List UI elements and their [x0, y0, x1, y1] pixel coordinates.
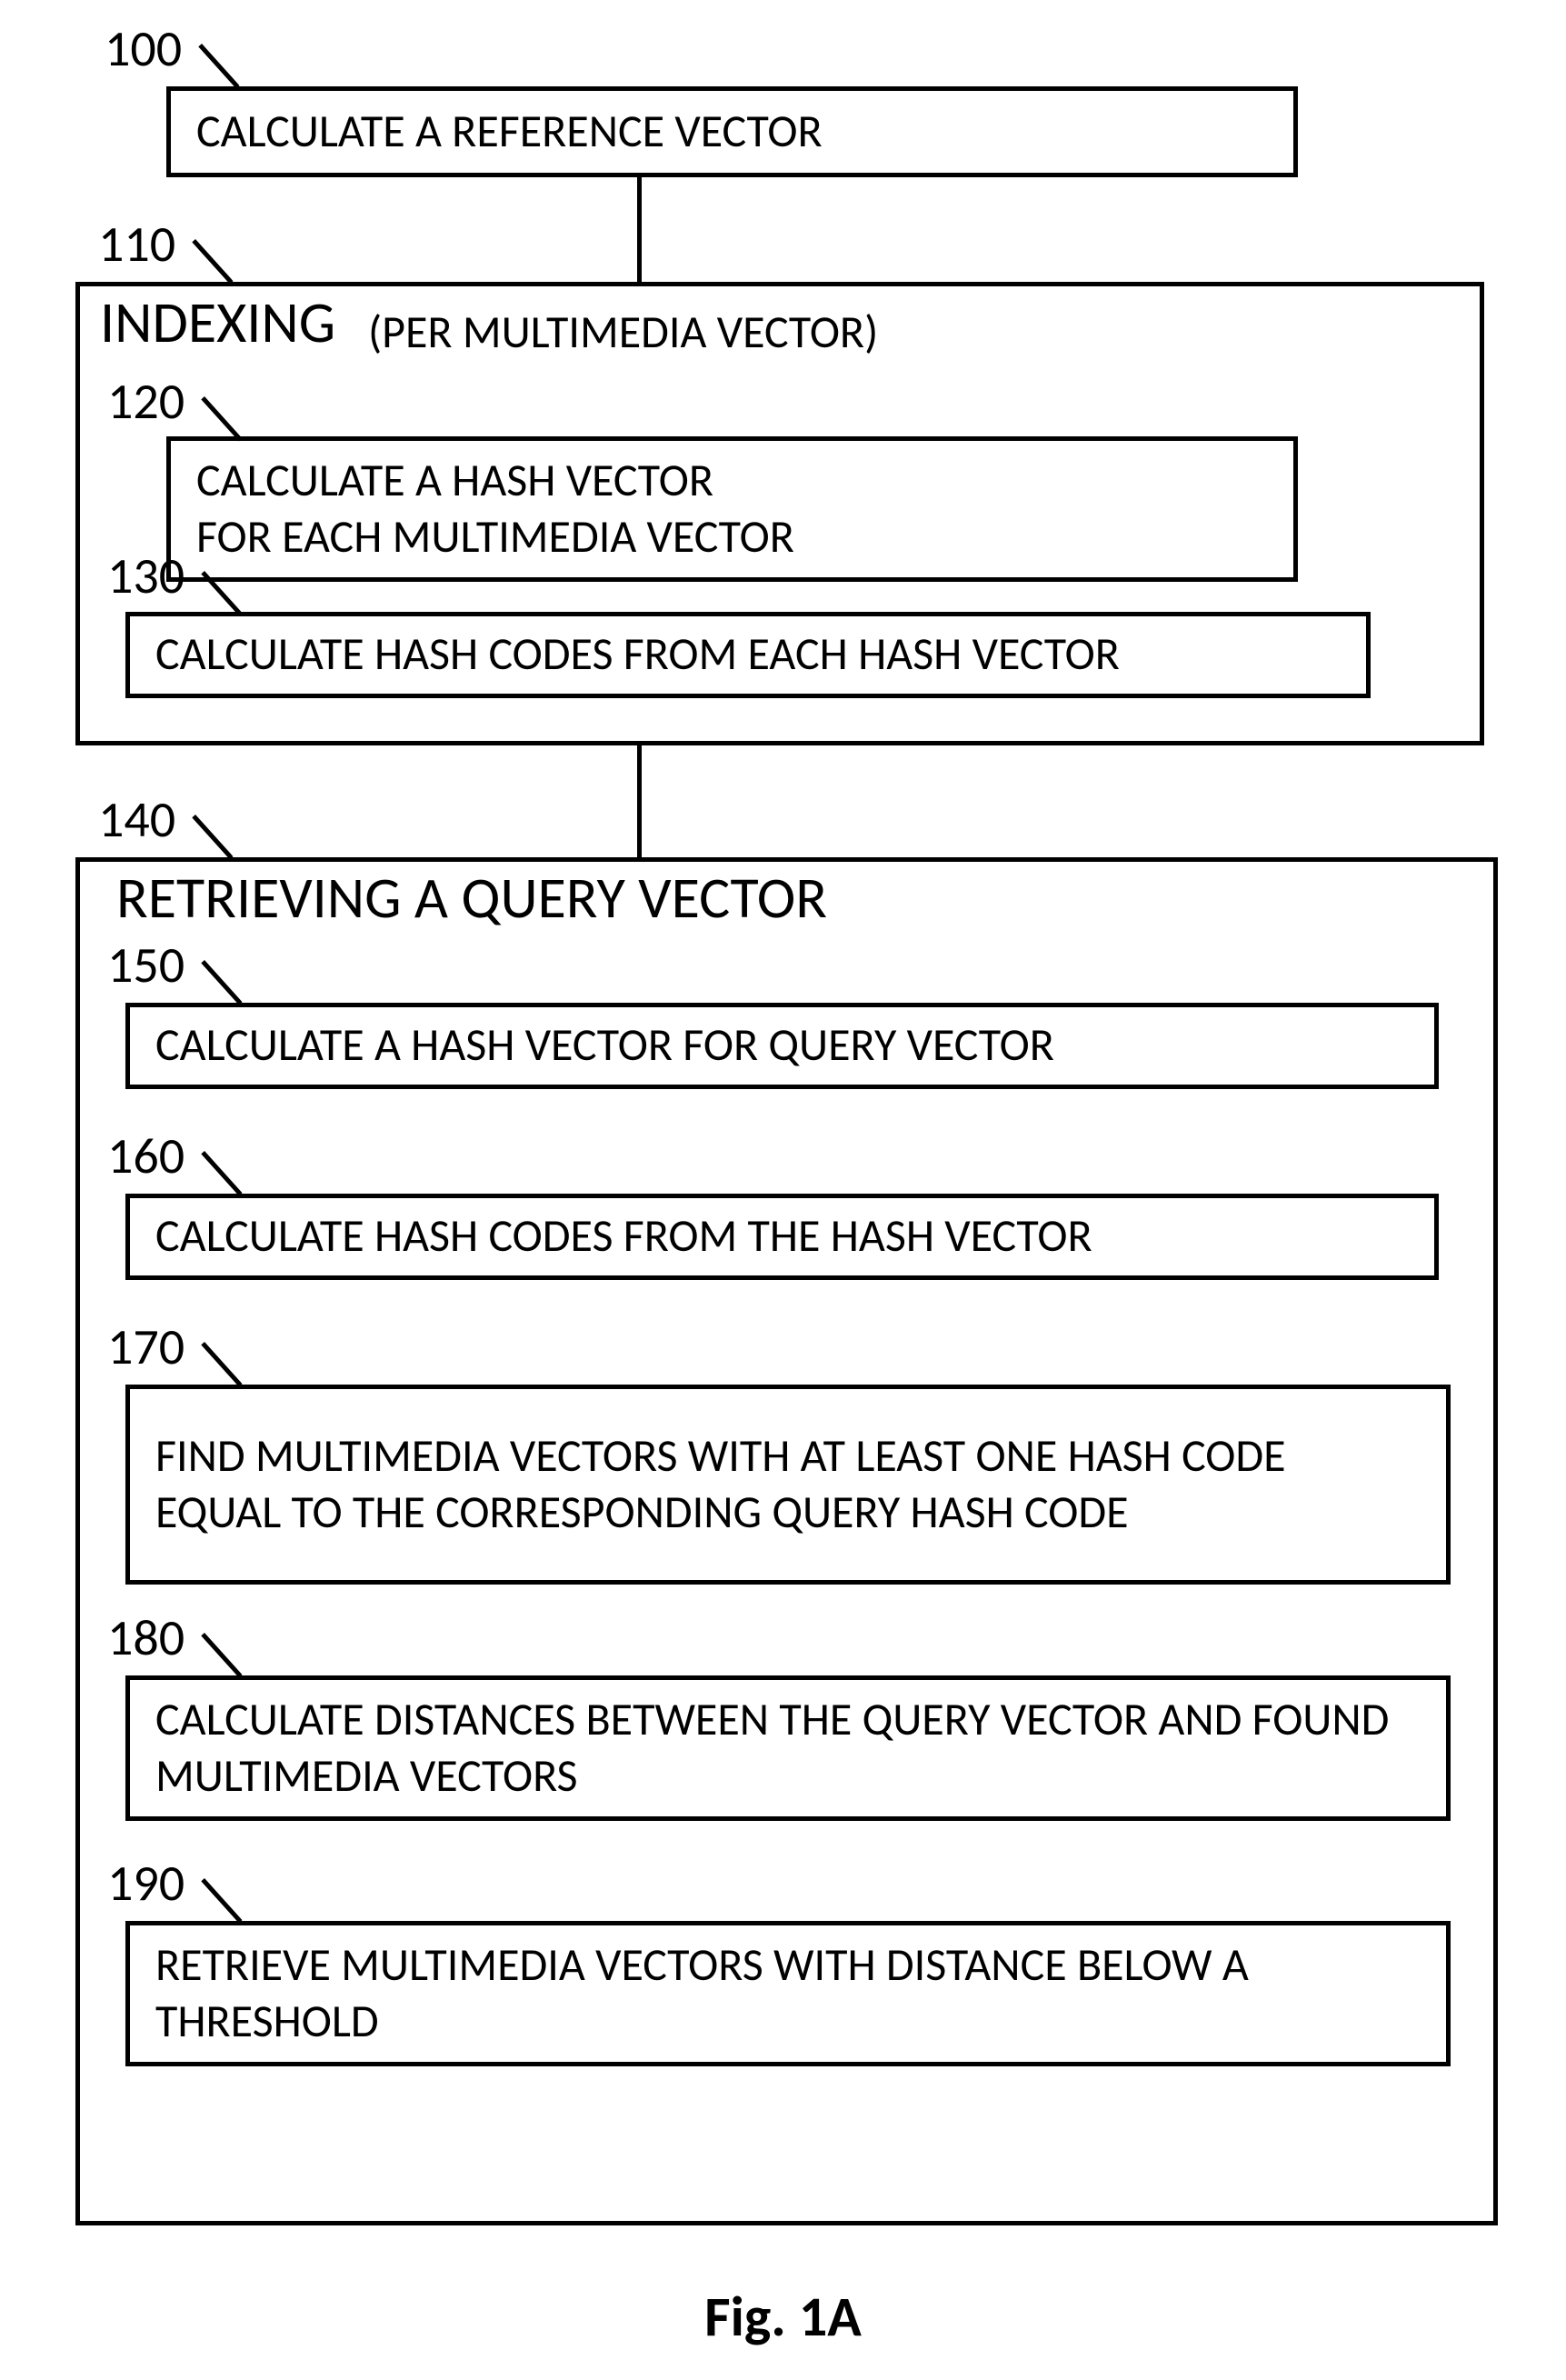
- ref-180: 180: [107, 1607, 185, 1669]
- step-170-text: FIND MULTIMEDIA VECTORS WITH AT LEAST ON…: [155, 1428, 1421, 1542]
- step-160: CALCULATE HASH CODES FROM THE HASH VECTO…: [125, 1194, 1439, 1280]
- group-indexing-title: INDEXING: [100, 293, 335, 354]
- step-100: CALCULATE A REFERENCE VECTOR: [166, 86, 1298, 177]
- step-130-text: CALCULATE HASH CODES FROM EACH HASH VECT…: [155, 626, 1120, 684]
- step-100-text: CALCULATE A REFERENCE VECTOR: [196, 104, 823, 161]
- step-120: CALCULATE A HASH VECTOR FOR EACH MULTIME…: [166, 436, 1298, 582]
- group-indexing-subtitle-text: (PER MULTIMEDIA VECTOR): [368, 305, 878, 360]
- group-indexing-subtitle: (PER MULTIMEDIA VECTOR): [368, 309, 878, 357]
- step-130: CALCULATE HASH CODES FROM EACH HASH VECT…: [125, 612, 1371, 698]
- step-160-text: CALCULATE HASH CODES FROM THE HASH VECTO…: [155, 1208, 1092, 1265]
- ref-120: 120: [107, 371, 185, 433]
- step-190-text: RETRIEVE MULTIMEDIA VECTORS WITH DISTANC…: [155, 1937, 1421, 2051]
- figure-caption: Fig. 1A: [0, 2282, 1566, 2351]
- step-180-text: CALCULATE DISTANCES BETWEEN THE QUERY VE…: [155, 1692, 1421, 1805]
- group-indexing-title-text: INDEXING: [100, 287, 335, 358]
- connector-100-110: [637, 177, 642, 282]
- step-150-text: CALCULATE A HASH VECTOR FOR QUERY VECTOR: [155, 1017, 1054, 1075]
- step-120-text: CALCULATE A HASH VECTOR FOR EACH MULTIME…: [196, 453, 794, 566]
- ref-170: 170: [107, 1316, 185, 1378]
- ref-130: 130: [107, 545, 185, 607]
- tick-100: [198, 44, 239, 88]
- ref-100: 100: [105, 18, 182, 80]
- ref-150: 150: [107, 935, 185, 996]
- step-180: CALCULATE DISTANCES BETWEEN THE QUERY VE…: [125, 1675, 1451, 1821]
- ref-140: 140: [98, 789, 175, 851]
- tick-110: [192, 239, 233, 284]
- ref-110: 110: [98, 214, 175, 275]
- ref-190: 190: [107, 1853, 185, 1915]
- tick-140: [192, 815, 233, 859]
- ref-160: 160: [107, 1125, 185, 1187]
- step-190: RETRIEVE MULTIMEDIA VECTORS WITH DISTANC…: [125, 1921, 1451, 2066]
- step-150: CALCULATE A HASH VECTOR FOR QUERY VECTOR: [125, 1003, 1439, 1089]
- step-170: FIND MULTIMEDIA VECTORS WITH AT LEAST ON…: [125, 1385, 1451, 1585]
- flowchart-canvas: CALCULATE A REFERENCE VECTOR CALCULATE A…: [0, 0, 1566, 2380]
- group-retrieving-title: RETRIEVING A QUERY VECTOR: [116, 868, 827, 929]
- group-retrieving-title-text: RETRIEVING A QUERY VECTOR: [116, 863, 827, 934]
